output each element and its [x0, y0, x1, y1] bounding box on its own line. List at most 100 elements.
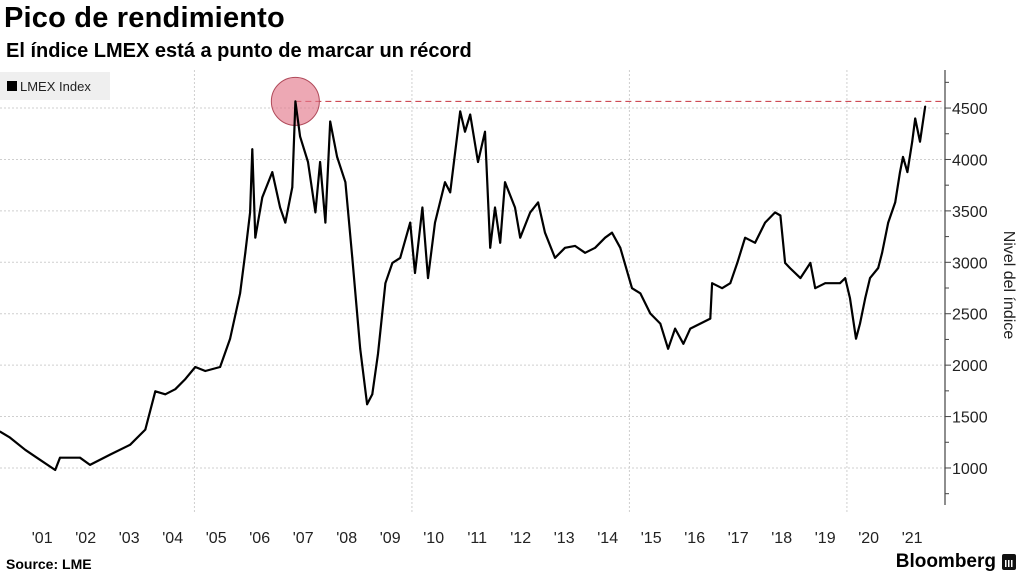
data-point [351, 256, 354, 259]
data-point [774, 211, 777, 214]
data-point [869, 277, 871, 280]
data-point [544, 231, 546, 234]
data-point [902, 155, 904, 158]
data-point [604, 236, 606, 239]
data-point [39, 458, 41, 461]
data-point [649, 312, 652, 315]
data-point [9, 436, 11, 439]
data-point [324, 221, 327, 224]
data-point [764, 221, 767, 224]
x-tick-label: '16 [684, 530, 705, 547]
data-point [344, 181, 347, 184]
data-point [384, 282, 387, 285]
data-point [849, 297, 851, 300]
data-point [484, 130, 486, 133]
data-point [619, 246, 622, 249]
data-point [754, 241, 757, 244]
data-point [421, 206, 424, 209]
data-point [744, 236, 747, 239]
data-point [699, 322, 702, 325]
data-point [409, 221, 412, 224]
data-point [459, 110, 462, 113]
data-point [174, 388, 177, 391]
data-point [784, 262, 787, 264]
brand-name: Bloomberg [895, 551, 996, 572]
x-axis: '01 '02 '03 '04 '05 '06 '07 '08 '09 '10 '11 '12 '13 '… [32, 530, 923, 547]
data-point [674, 327, 676, 330]
data-point [414, 272, 416, 274]
data-point [859, 322, 861, 325]
data-point [0, 430, 1, 433]
data-point [881, 251, 884, 254]
data-point [844, 277, 847, 280]
data-point [229, 337, 232, 340]
data-point [809, 262, 812, 264]
data-point [721, 287, 723, 290]
x-tick-label: '13 [554, 530, 575, 547]
data-point [689, 327, 692, 330]
data-point [399, 256, 402, 259]
data-point [319, 161, 322, 163]
data-point [359, 347, 362, 350]
x-tick-label: '04 [162, 530, 183, 547]
data-point [109, 453, 111, 456]
data-point [584, 251, 586, 254]
data-point [89, 463, 91, 466]
data-point [519, 236, 522, 239]
data-point [271, 171, 274, 174]
data-point [427, 277, 429, 280]
data-point [377, 352, 379, 355]
data-point [449, 191, 452, 194]
data-point [919, 140, 921, 143]
x-tick-label: '18 [771, 530, 792, 547]
data-point [611, 231, 613, 234]
data-point [499, 241, 502, 244]
data-point [574, 244, 576, 247]
data-point [307, 161, 309, 163]
data-point [464, 130, 466, 133]
data-point [59, 456, 61, 459]
data-point [906, 171, 909, 174]
bloomberg-logo: Bloomberg [896, 551, 1016, 573]
x-tick-label: '09 [380, 530, 401, 547]
data-point [529, 211, 532, 214]
data-point [154, 390, 157, 393]
data-point [639, 292, 642, 295]
data-point [204, 370, 207, 372]
data-point [514, 206, 516, 209]
y-axis: 1000 1500 2000 2500 3000 3500 4000 4500 [944, 70, 988, 505]
data-point [284, 221, 287, 224]
data-point [631, 287, 633, 290]
data-point [54, 469, 57, 471]
data-point [314, 211, 317, 214]
legend: LMEX Index [0, 72, 110, 100]
y-tick-label: 2500 [952, 307, 988, 324]
x-tick-label: '14 [597, 530, 618, 547]
data-point [279, 206, 282, 209]
x-tick-label: '03 [119, 530, 140, 547]
data-point [444, 181, 446, 184]
data-point [887, 221, 890, 224]
data-point [251, 148, 254, 151]
data-point [434, 221, 436, 224]
data-point [729, 282, 732, 285]
gridlines [0, 70, 945, 512]
legend-swatch [7, 81, 17, 91]
y-tick-label: 1000 [952, 461, 988, 478]
data-point [24, 448, 27, 451]
series-lmex-index [0, 100, 927, 472]
data-point [477, 161, 479, 163]
data-point [899, 171, 901, 174]
x-tick-label: '19 [815, 530, 836, 547]
data-point [864, 297, 867, 300]
data-point [894, 201, 897, 204]
data-point [371, 393, 374, 396]
data-point [79, 456, 81, 459]
x-tick-label: '12 [510, 530, 531, 547]
x-tick-label: '10 [423, 530, 444, 547]
data-point [494, 206, 496, 209]
data-point [779, 214, 782, 217]
y-tick-label: 4000 [952, 152, 988, 169]
chart-subtitle: El índice LMEX está a punto de marcar un… [6, 40, 472, 62]
record-annotation [270, 76, 945, 126]
